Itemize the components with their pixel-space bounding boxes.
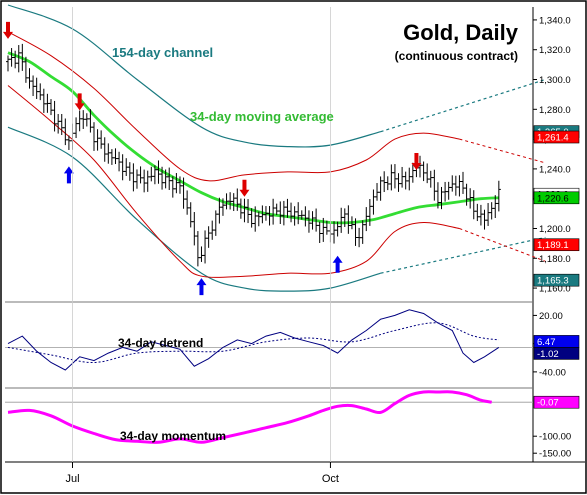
momentum-tick-label: -100.00	[539, 432, 571, 443]
detrend-tick-label: -40.00	[539, 367, 566, 378]
detrend-tag-0: 6.47	[533, 335, 580, 348]
detrend-tick-label: 20.00	[539, 311, 563, 322]
band-lower-line	[7, 85, 460, 278]
price-tick-label: 1,180.0	[539, 254, 571, 265]
down-arrow	[74, 93, 85, 111]
price-tick-label: 1,300.0	[539, 75, 571, 86]
detrend-layer	[5, 309, 533, 371]
down-arrow	[239, 179, 250, 197]
price-tick-label: 1,160.0	[539, 284, 571, 295]
price-tick-label: 1,340.0	[539, 15, 571, 26]
moving-average-label: 34-day moving average	[190, 109, 334, 124]
value-tag-ma-box	[533, 191, 580, 205]
chart-subtitle: (continuous contract)	[395, 49, 518, 63]
price-bar	[496, 180, 501, 212]
momentum-layer	[5, 390, 533, 444]
price-bars-layer	[6, 43, 501, 267]
momentum-tag: -0.07	[533, 395, 580, 409]
price-tick-label: 1,200.0	[539, 224, 571, 235]
value-tag-lower-band-text: 1,189.1	[537, 240, 569, 251]
up-arrow	[332, 255, 343, 273]
detrend-tag-1-box	[533, 347, 580, 360]
x-tick-label: Oct	[322, 473, 339, 485]
up-arrow	[196, 278, 207, 296]
price-tick-label: 1,280.0	[539, 105, 571, 116]
band-upper-projection	[459, 138, 546, 164]
channel-label: 154-day channel	[112, 45, 213, 60]
channel-layer	[7, 4, 546, 292]
value-tag-lower-band: 1,189.1	[533, 238, 580, 252]
value-tag-lower-channel-box	[533, 273, 580, 287]
channel-upper-projection	[380, 78, 546, 133]
value-tag-upper-band: 1,261.4	[533, 130, 580, 144]
up-arrow	[63, 166, 74, 184]
momentum-line	[7, 390, 492, 444]
momentum-tick-label: -150.00	[539, 449, 571, 460]
detrend-line	[7, 309, 500, 371]
down-arrow	[3, 21, 13, 39]
channel-upper-line	[7, 4, 381, 148]
momentum-tag-text: -0.07	[537, 398, 559, 409]
value-tag-lower-band-box	[533, 238, 580, 252]
channel-lower-projection	[380, 236, 546, 274]
detrend-tag-1-text: -1.02	[537, 349, 559, 360]
value-tag-lower-channel: 1,165.3	[533, 273, 580, 287]
channel-lower-line	[7, 126, 381, 292]
detrend-label: 34-day detrend	[118, 336, 203, 350]
value-tag-upper-band-box	[533, 130, 580, 144]
value-tag-ma-text: 1,220.6	[537, 193, 569, 204]
arrows-layer	[3, 21, 422, 296]
value-tag-ma: 1,220.6	[533, 191, 580, 205]
detrend-tag-1: -1.02	[533, 347, 580, 360]
value-tag-upper-band-text: 1,261.4	[537, 133, 569, 144]
momentum-label: 34-day momentum	[120, 429, 226, 443]
value-tag-lower-channel-text: 1,165.3	[537, 276, 569, 287]
x-tick-label: Jul	[65, 473, 79, 485]
momentum-tag-box	[533, 395, 580, 409]
chart-title: Gold, Daily	[403, 20, 519, 45]
band-layer	[7, 31, 546, 278]
band-upper-line	[7, 31, 460, 182]
detrend-tag-0-text: 6.47	[537, 337, 556, 348]
value-tags-layer: 1,265.01,261.41,223.01,220.61,189.11,165…	[533, 125, 580, 409]
price-tick-label: 1,240.0	[539, 164, 571, 175]
down-arrow	[411, 152, 422, 170]
price-tick-label: 1,320.0	[539, 45, 571, 56]
